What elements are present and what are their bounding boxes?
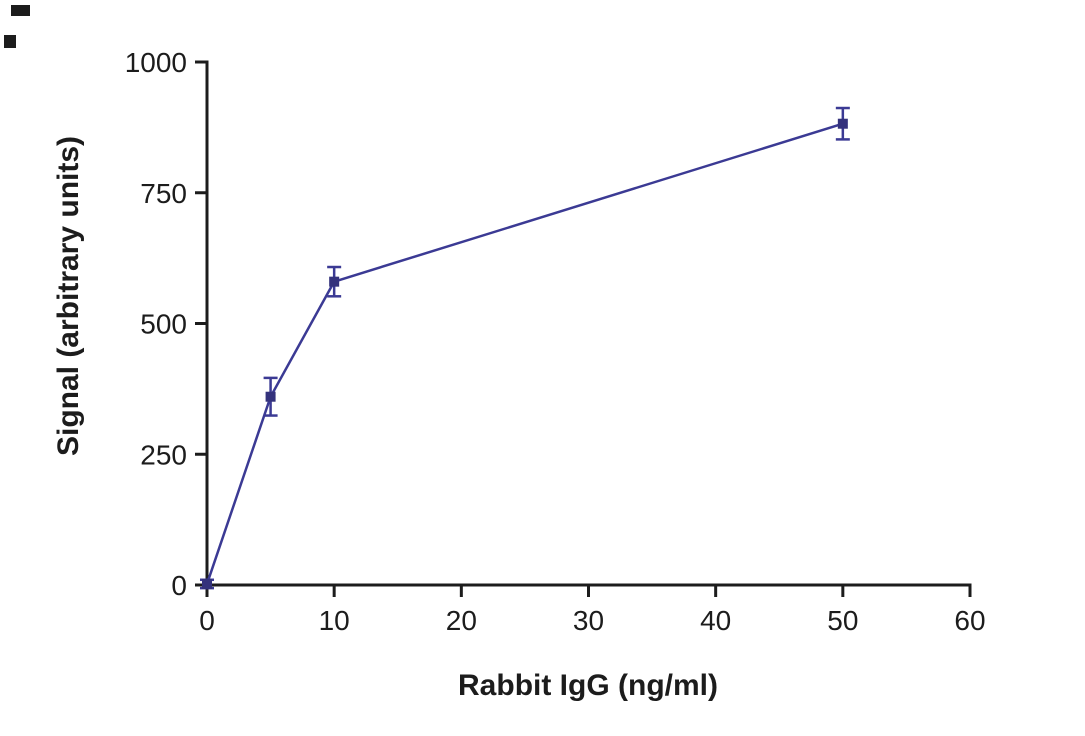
data-point-marker [329,276,340,287]
x-tick-label: 0 [199,605,215,636]
corner-artifact-bottom-icon [4,35,16,48]
x-tick-label: 30 [573,605,604,636]
data-point-marker [202,578,212,589]
x-tick-label: 20 [446,605,477,636]
corner-artifact-top-icon [11,5,30,16]
x-tick-label: 10 [319,605,350,636]
x-tick-label: 50 [827,605,858,636]
y-tick-label: 0 [171,570,187,601]
y-axis-title: Signal (arbitrary units) [52,136,85,456]
y-tick-label: 250 [140,439,187,470]
axes-spines [205,60,972,587]
x-tick-label: 60 [954,605,985,636]
data-point-marker [837,118,848,129]
plot-area: 0 250 500 750 1000 0 10 20 30 40 50 60 [125,47,986,636]
x-tick-label: 40 [700,605,731,636]
series-line [205,122,844,585]
data-point-marker [265,391,276,402]
y-tick-label: 750 [140,178,187,209]
y-tick-label: 1000 [125,47,187,78]
y-tick-label: 500 [140,309,187,340]
x-axis-title: Rabbit IgG (ng/ml) [458,669,718,702]
